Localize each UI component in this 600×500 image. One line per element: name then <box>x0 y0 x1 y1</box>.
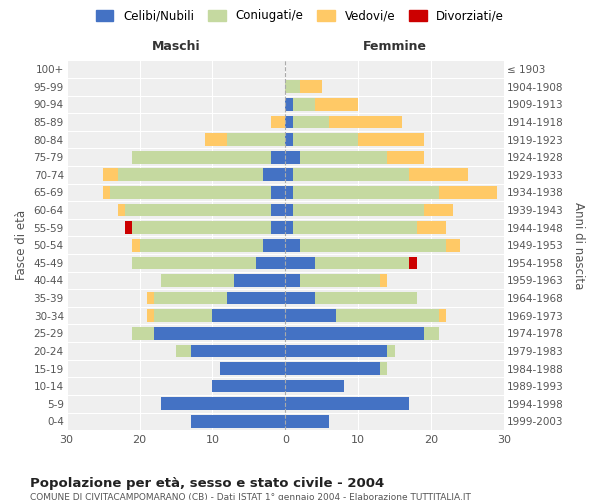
Legend: Celibi/Nubili, Coniugati/e, Vedovi/e, Divorziati/e: Celibi/Nubili, Coniugati/e, Vedovi/e, Di… <box>92 6 508 26</box>
Bar <box>380 362 388 375</box>
Bar <box>147 310 154 322</box>
Text: Femmine: Femmine <box>363 40 427 54</box>
Bar <box>140 239 263 252</box>
Bar <box>286 98 293 110</box>
Bar <box>409 168 467 181</box>
Bar <box>300 274 380 287</box>
Bar <box>314 292 416 304</box>
Text: Maschi: Maschi <box>152 40 200 54</box>
Bar <box>271 222 286 234</box>
Bar <box>227 292 286 304</box>
Bar <box>205 133 227 146</box>
Bar <box>293 222 416 234</box>
Bar <box>358 133 424 146</box>
Bar <box>161 398 286 410</box>
Bar <box>103 168 118 181</box>
Bar <box>161 274 235 287</box>
Bar <box>380 274 388 287</box>
Bar <box>286 204 293 216</box>
Bar <box>271 116 286 128</box>
Bar <box>439 310 446 322</box>
Bar <box>286 133 293 146</box>
Bar <box>103 186 110 198</box>
Bar <box>424 327 439 340</box>
Bar <box>286 344 388 357</box>
Bar <box>446 239 460 252</box>
Bar <box>132 239 140 252</box>
Bar <box>439 186 497 198</box>
Bar <box>286 239 300 252</box>
Bar <box>293 116 329 128</box>
Text: COMUNE DI CIVITACAMPOMARANO (CB) - Dati ISTAT 1° gennaio 2004 - Elaborazione TUT: COMUNE DI CIVITACAMPOMARANO (CB) - Dati … <box>30 492 471 500</box>
Bar <box>271 151 286 164</box>
Bar <box>293 186 439 198</box>
Bar <box>388 151 424 164</box>
Bar <box>235 274 286 287</box>
Bar <box>293 204 424 216</box>
Bar <box>293 98 314 110</box>
Bar <box>220 362 286 375</box>
Bar <box>118 168 263 181</box>
Bar <box>300 239 446 252</box>
Bar <box>293 133 358 146</box>
Bar <box>154 310 212 322</box>
Bar <box>176 344 191 357</box>
Text: Popolazione per età, sesso e stato civile - 2004: Popolazione per età, sesso e stato civil… <box>30 478 384 490</box>
Bar <box>337 310 439 322</box>
Bar <box>409 256 416 269</box>
Bar <box>286 222 293 234</box>
Bar <box>191 415 286 428</box>
Bar <box>271 204 286 216</box>
Bar <box>212 310 286 322</box>
Bar <box>293 168 409 181</box>
Bar <box>154 327 286 340</box>
Bar <box>132 151 271 164</box>
Bar <box>154 292 227 304</box>
Bar <box>125 204 271 216</box>
Bar <box>416 222 446 234</box>
Bar <box>132 256 256 269</box>
Bar <box>263 239 286 252</box>
Bar <box>300 151 388 164</box>
Bar <box>147 292 154 304</box>
Bar <box>388 344 395 357</box>
Bar <box>286 362 380 375</box>
Bar <box>256 256 286 269</box>
Y-axis label: Fasce di età: Fasce di età <box>15 210 28 280</box>
Y-axis label: Anni di nascita: Anni di nascita <box>572 202 585 289</box>
Bar <box>125 222 132 234</box>
Bar <box>286 116 293 128</box>
Bar <box>132 327 154 340</box>
Bar <box>424 204 453 216</box>
Bar <box>286 310 337 322</box>
Bar <box>286 327 424 340</box>
Bar <box>286 80 300 93</box>
Bar <box>286 274 300 287</box>
Bar <box>314 98 358 110</box>
Bar <box>132 222 271 234</box>
Bar <box>286 380 344 392</box>
Bar <box>118 204 125 216</box>
Bar <box>286 151 300 164</box>
Bar <box>300 80 322 93</box>
Bar <box>212 380 286 392</box>
Bar <box>286 168 293 181</box>
Bar <box>263 168 286 181</box>
Bar <box>286 186 293 198</box>
Bar <box>314 256 409 269</box>
Bar <box>329 116 402 128</box>
Bar <box>286 256 314 269</box>
Bar <box>286 398 409 410</box>
Bar <box>271 186 286 198</box>
Bar <box>191 344 286 357</box>
Bar <box>286 415 329 428</box>
Bar <box>227 133 286 146</box>
Bar <box>110 186 271 198</box>
Bar <box>286 292 314 304</box>
